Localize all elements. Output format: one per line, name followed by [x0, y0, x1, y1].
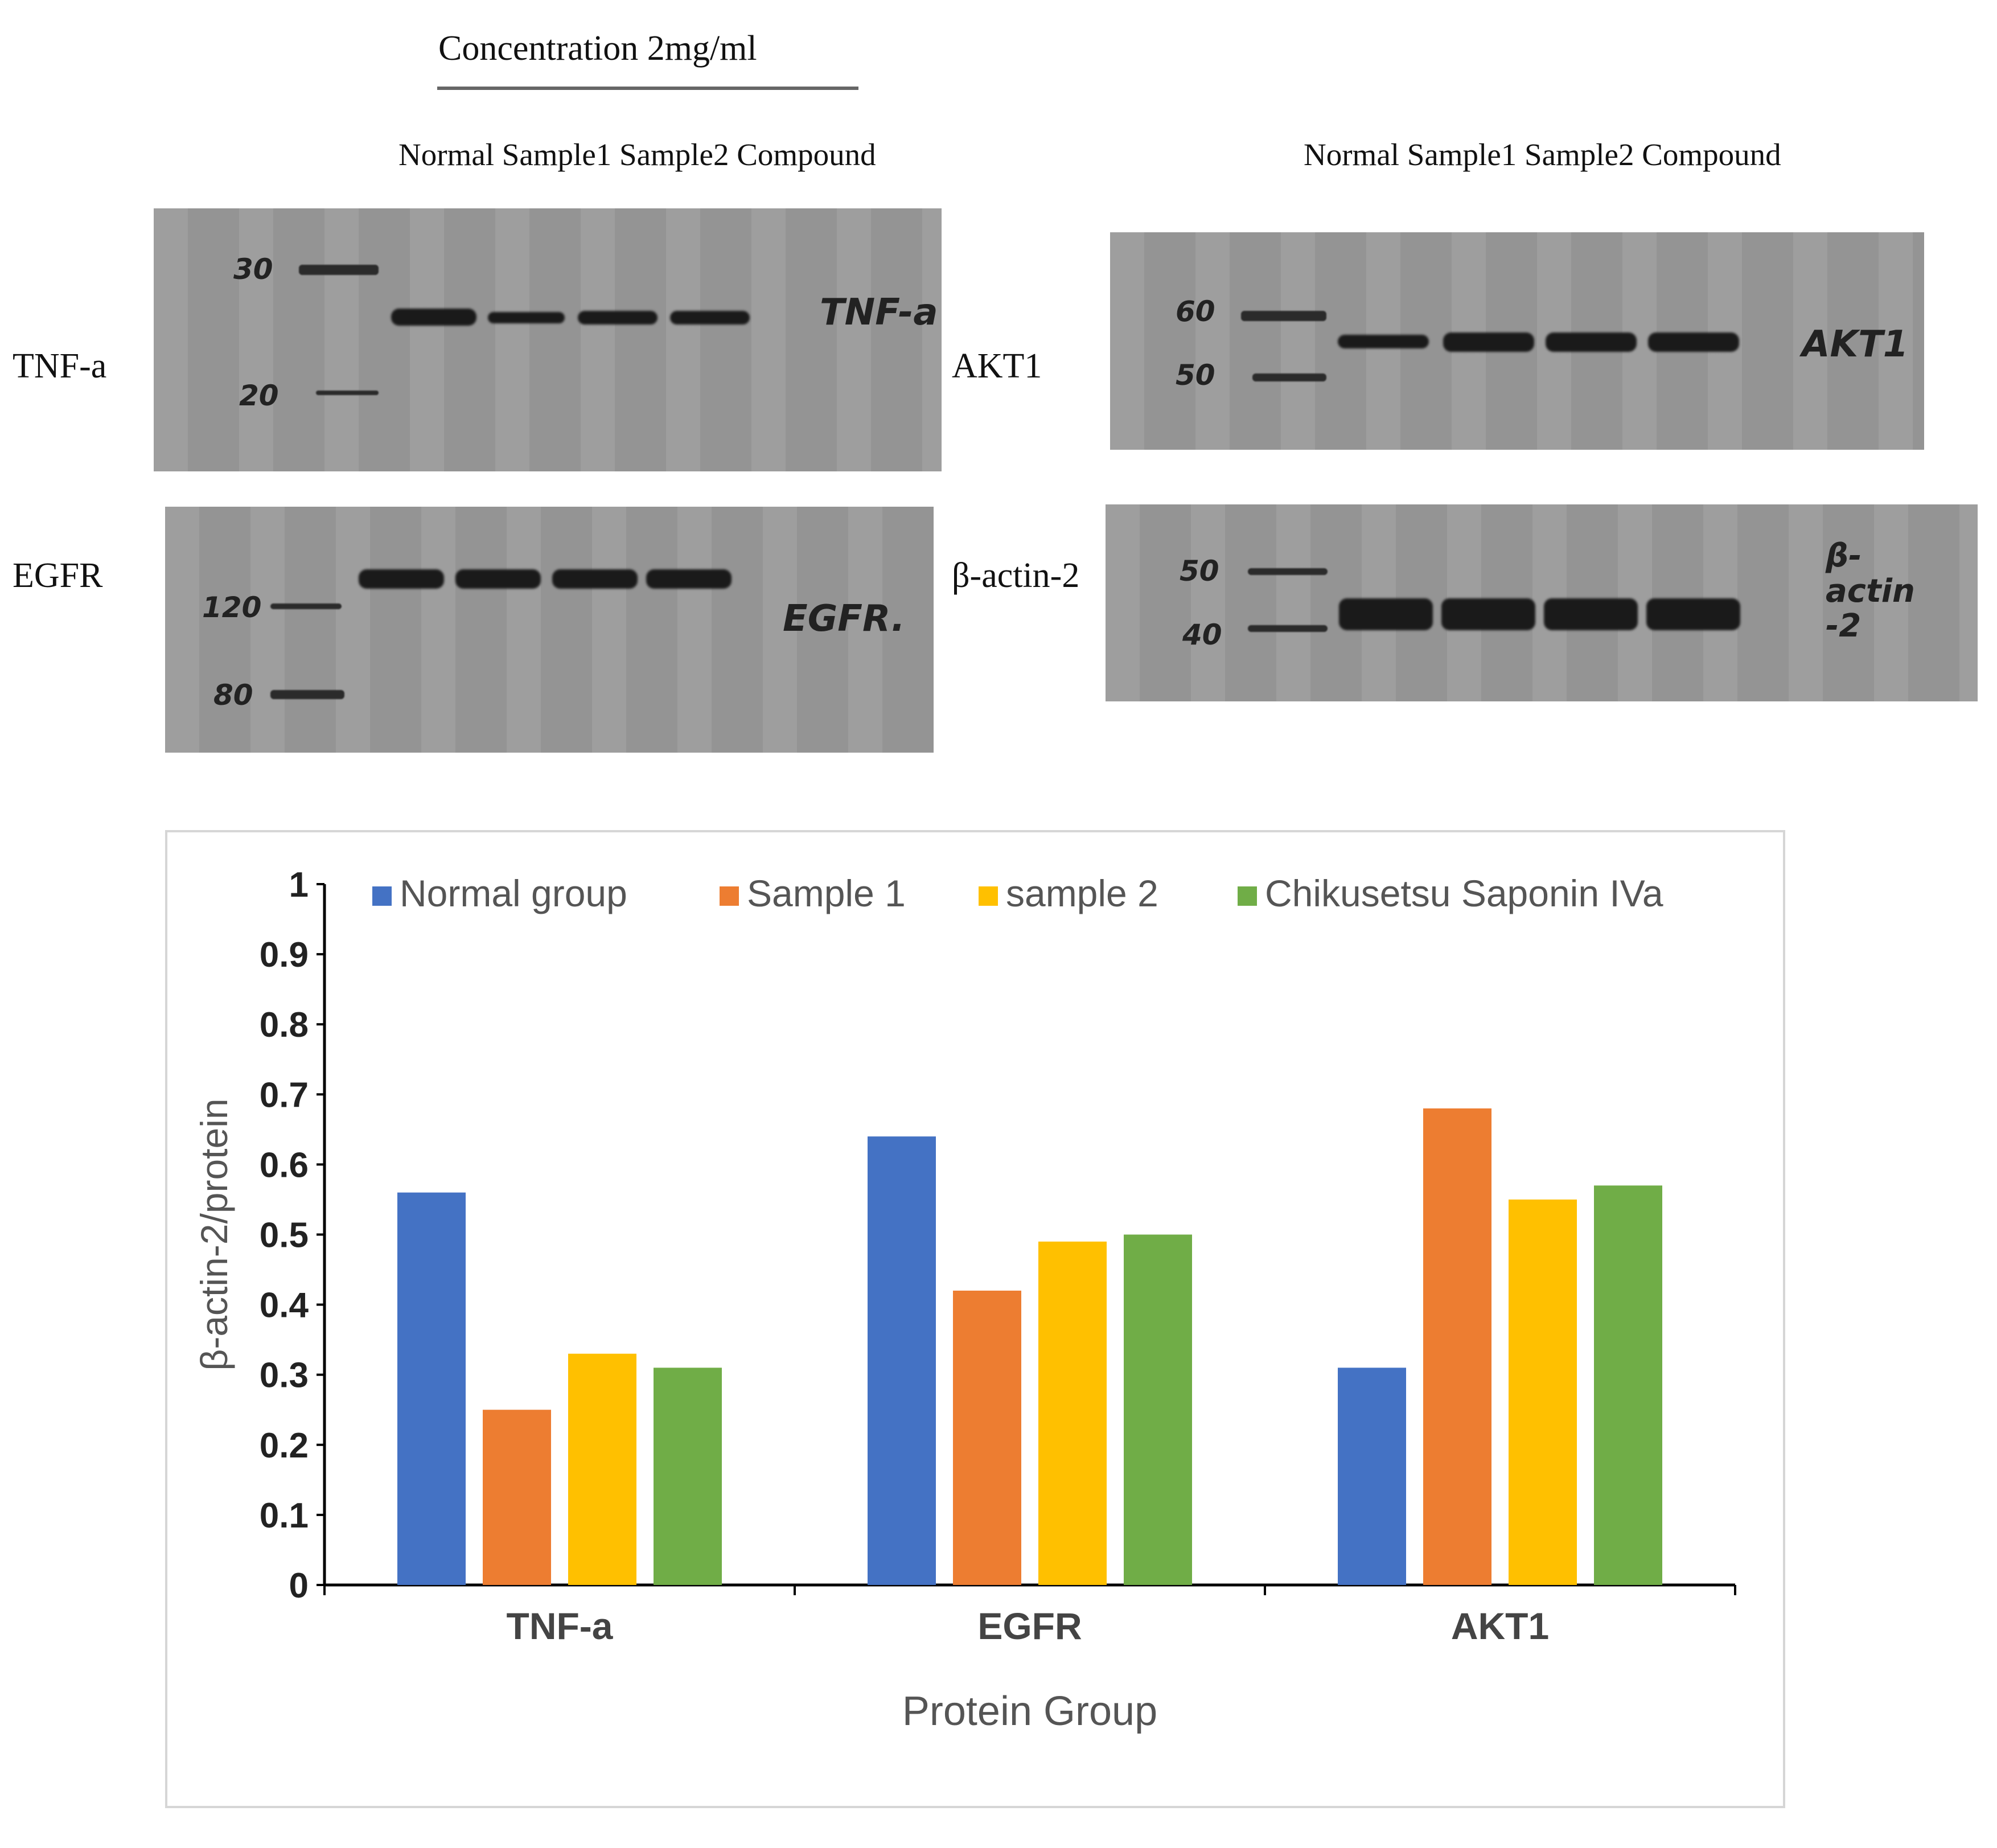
row-label-egfr: EGFR — [13, 556, 103, 595]
blot-tnf: 30 20 TNF-a — [154, 208, 942, 471]
ladder-band — [299, 265, 379, 275]
blot-actin: 50 40 β-actin -2 — [1106, 504, 1978, 701]
lane-labels-right: Normal Sample1 Sample2 Compound — [1304, 137, 1781, 172]
bar — [1509, 1199, 1577, 1585]
y-tick-label: 1 — [289, 865, 309, 905]
bar — [1338, 1367, 1406, 1585]
protein-band — [455, 569, 541, 589]
antibody-annotation: EGFR. — [783, 598, 905, 640]
y-axis-title: β-actin-2/protein — [193, 1098, 235, 1370]
protein-band — [1544, 598, 1638, 630]
y-tick-label: 0 — [289, 1566, 309, 1605]
protein-band — [1648, 332, 1739, 352]
chart-frame: 0 0.1 0.2 0.3 0.4 0.5 0.6 0.7 0.8 0.9 1 TNF-a EGFR A… — [165, 830, 1785, 1808]
protein-band — [1443, 332, 1534, 352]
blot-akt1: 60 50 AKT1 — [1110, 232, 1924, 450]
x-tick-label: TNF-a — [507, 1605, 614, 1647]
mw-marker: 50 — [1176, 359, 1215, 392]
y-tick-label: 0.6 — [260, 1145, 309, 1185]
bar — [953, 1290, 1021, 1585]
antibody-annotation: TNF-a — [820, 291, 938, 334]
ladder-band — [270, 690, 344, 699]
protein-band — [1339, 598, 1433, 630]
bar — [397, 1192, 466, 1585]
protein-band — [670, 311, 750, 325]
protein-band — [391, 309, 476, 326]
mw-marker: 80 — [213, 679, 253, 712]
bar — [868, 1136, 936, 1585]
mw-marker: 40 — [1182, 618, 1222, 651]
y-tick-label: 0.1 — [260, 1496, 309, 1535]
bar — [1038, 1241, 1107, 1585]
y-tick-label: 0.2 — [260, 1426, 309, 1465]
protein-band — [578, 311, 658, 325]
y-tick-label: 0.3 — [260, 1356, 309, 1395]
protein-band — [1338, 335, 1429, 348]
protein-band — [488, 312, 565, 323]
y-tick-label: 0.9 — [260, 935, 309, 975]
bar — [654, 1367, 722, 1585]
legend-label: Sample 1 — [747, 872, 906, 914]
bar-chart: 0 0.1 0.2 0.3 0.4 0.5 0.6 0.7 0.8 0.9 1 TNF-a EGFR A… — [193, 865, 1736, 1734]
protein-band — [1546, 332, 1637, 352]
y-tick-label: 0.7 — [260, 1075, 309, 1115]
x-axis-title: Protein Group — [902, 1689, 1157, 1734]
ladder-band — [1248, 568, 1328, 575]
bar — [568, 1353, 636, 1585]
x-tick-label: EGFR — [977, 1605, 1082, 1647]
bar — [1594, 1185, 1662, 1585]
bar — [1423, 1108, 1491, 1585]
row-label-actin: β-actin-2 — [952, 556, 1080, 595]
protein-band — [552, 569, 638, 589]
protein-band — [1646, 598, 1740, 630]
legend-label: Normal group — [400, 872, 627, 914]
ladder-band — [1248, 625, 1328, 632]
y-tick-label: 0.5 — [260, 1216, 309, 1255]
mw-marker: 20 — [239, 379, 279, 412]
blot-egfr: 120 80 EGFR. — [165, 507, 934, 753]
legend-swatch — [979, 886, 998, 906]
row-label-tnf: TNF-a — [13, 347, 107, 385]
y-tick-label: 0.8 — [260, 1005, 309, 1045]
protein-band — [359, 569, 444, 589]
concentration-title: Concentration 2mg/ml — [438, 29, 757, 68]
x-tick-label: AKT1 — [1451, 1605, 1549, 1647]
mw-marker: 120 — [202, 591, 262, 624]
antibody-annotation: β-actin -2 — [1826, 537, 1915, 645]
ladder-band — [270, 603, 342, 609]
lane-labels-left: Normal Sample1 Sample2 Compound — [398, 137, 876, 172]
mw-marker: 60 — [1176, 295, 1215, 328]
legend-swatch — [1238, 886, 1257, 906]
antibody-annotation: AKT1 — [1802, 323, 1909, 366]
protein-band — [646, 569, 732, 589]
mw-marker: 50 — [1180, 555, 1219, 588]
legend-label: Chikusetsu Saponin IVa — [1265, 872, 1663, 914]
ladder-band — [316, 391, 379, 395]
protein-band — [1441, 598, 1535, 630]
y-tick-label: 0.4 — [260, 1286, 309, 1325]
legend-swatch — [720, 886, 739, 906]
bar — [1124, 1234, 1192, 1585]
bar — [483, 1410, 551, 1585]
ladder-band — [1241, 311, 1326, 321]
legend-label: sample 2 — [1006, 872, 1158, 914]
ladder-band — [1252, 373, 1326, 381]
concentration-underline — [437, 87, 858, 90]
row-label-akt1: AKT1 — [952, 347, 1042, 385]
mw-marker: 30 — [233, 253, 273, 286]
legend-swatch — [372, 886, 392, 906]
